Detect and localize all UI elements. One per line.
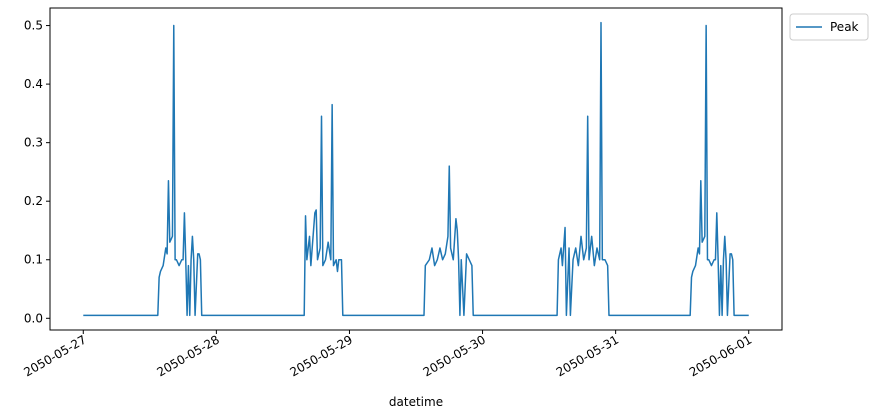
y-tick-label: 0.5	[24, 19, 43, 33]
legend-box	[789, 13, 869, 41]
x-tick-label: 2050-05-28	[154, 332, 221, 379]
y-tick-label: 0.0	[24, 311, 43, 325]
y-tick-label: 0.4	[24, 77, 43, 91]
x-tick-label: 2050-05-31	[554, 332, 621, 379]
x-axis-label: datetime	[389, 395, 443, 409]
y-tick-label: 0.1	[24, 253, 43, 267]
x-tick-label: 2050-05-27	[21, 332, 88, 379]
legend-label: Peak	[830, 20, 859, 34]
x-tick-label: 2050-05-29	[288, 332, 355, 379]
y-tick-label: 0.2	[24, 194, 43, 208]
x-tick-label: 2050-06-01	[687, 332, 754, 379]
x-tick-label: 2050-05-30	[421, 332, 488, 379]
y-tick-label: 0.3	[24, 136, 43, 150]
plot-frame	[49, 7, 783, 331]
line-series	[83, 21, 749, 317]
